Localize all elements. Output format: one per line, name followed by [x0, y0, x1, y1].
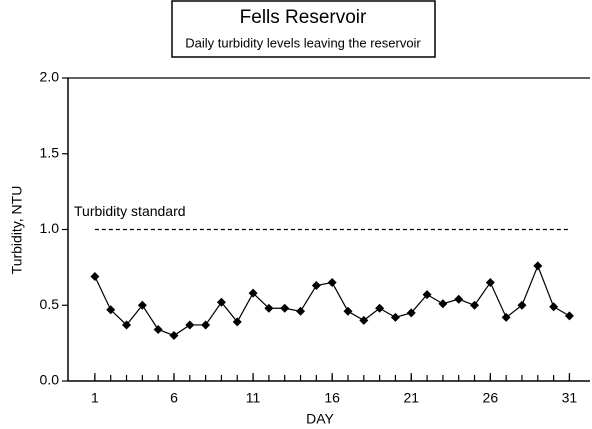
data-point: [359, 315, 369, 325]
y-tick-label: 1.0: [40, 220, 60, 236]
data-point: [375, 303, 385, 313]
data-point: [343, 306, 353, 316]
data-point: [216, 297, 226, 307]
data-point: [232, 317, 242, 327]
x-tick-label: 16: [324, 390, 340, 406]
data-point: [438, 299, 448, 309]
data-point: [406, 308, 416, 318]
data-point: [549, 302, 559, 312]
data-point: [153, 324, 163, 334]
data-line: [94, 264, 570, 337]
data-point: [137, 300, 147, 310]
data-point: [122, 320, 132, 330]
x-tick-label: 1: [91, 390, 99, 406]
data-point: [90, 271, 100, 281]
data-point: [280, 303, 290, 313]
y-axis-label: Turbidity, NTU: [9, 186, 25, 275]
data-point: [327, 278, 337, 288]
x-tick-label: 6: [170, 390, 178, 406]
data-point: [454, 294, 464, 304]
data-point: [390, 312, 400, 322]
data-point: [470, 300, 480, 310]
data-point: [185, 320, 195, 330]
data-point: [169, 331, 179, 341]
data-point: [311, 281, 321, 291]
chart-title: Fells Reservoir: [240, 7, 367, 28]
data-point: [296, 306, 306, 316]
title-box: [171, 0, 436, 58]
x-tick-label: 21: [403, 390, 419, 406]
x-tick-label: 31: [562, 390, 578, 406]
data-point: [501, 312, 511, 322]
data-point: [533, 261, 543, 271]
x-axis-label: DAY: [306, 411, 334, 427]
x-tick-label: 26: [483, 390, 499, 406]
data-point: [564, 311, 574, 321]
data-point: [106, 305, 116, 315]
reference-label: Turbidity standard: [74, 203, 186, 219]
chart-subtitle: Daily turbidity levels leaving the reser…: [185, 35, 421, 50]
data-point: [422, 290, 432, 300]
data-point: [201, 320, 211, 330]
data-point: [485, 278, 495, 288]
y-tick-label: 1.5: [40, 144, 60, 160]
data-point: [517, 300, 527, 310]
x-tick-label: 11: [246, 390, 261, 406]
y-tick-label: 0.5: [40, 296, 60, 312]
data-point: [248, 288, 258, 298]
y-tick-label: 0.0: [40, 372, 60, 388]
y-tick-label: 2.0: [40, 69, 60, 85]
data-point: [264, 303, 274, 313]
